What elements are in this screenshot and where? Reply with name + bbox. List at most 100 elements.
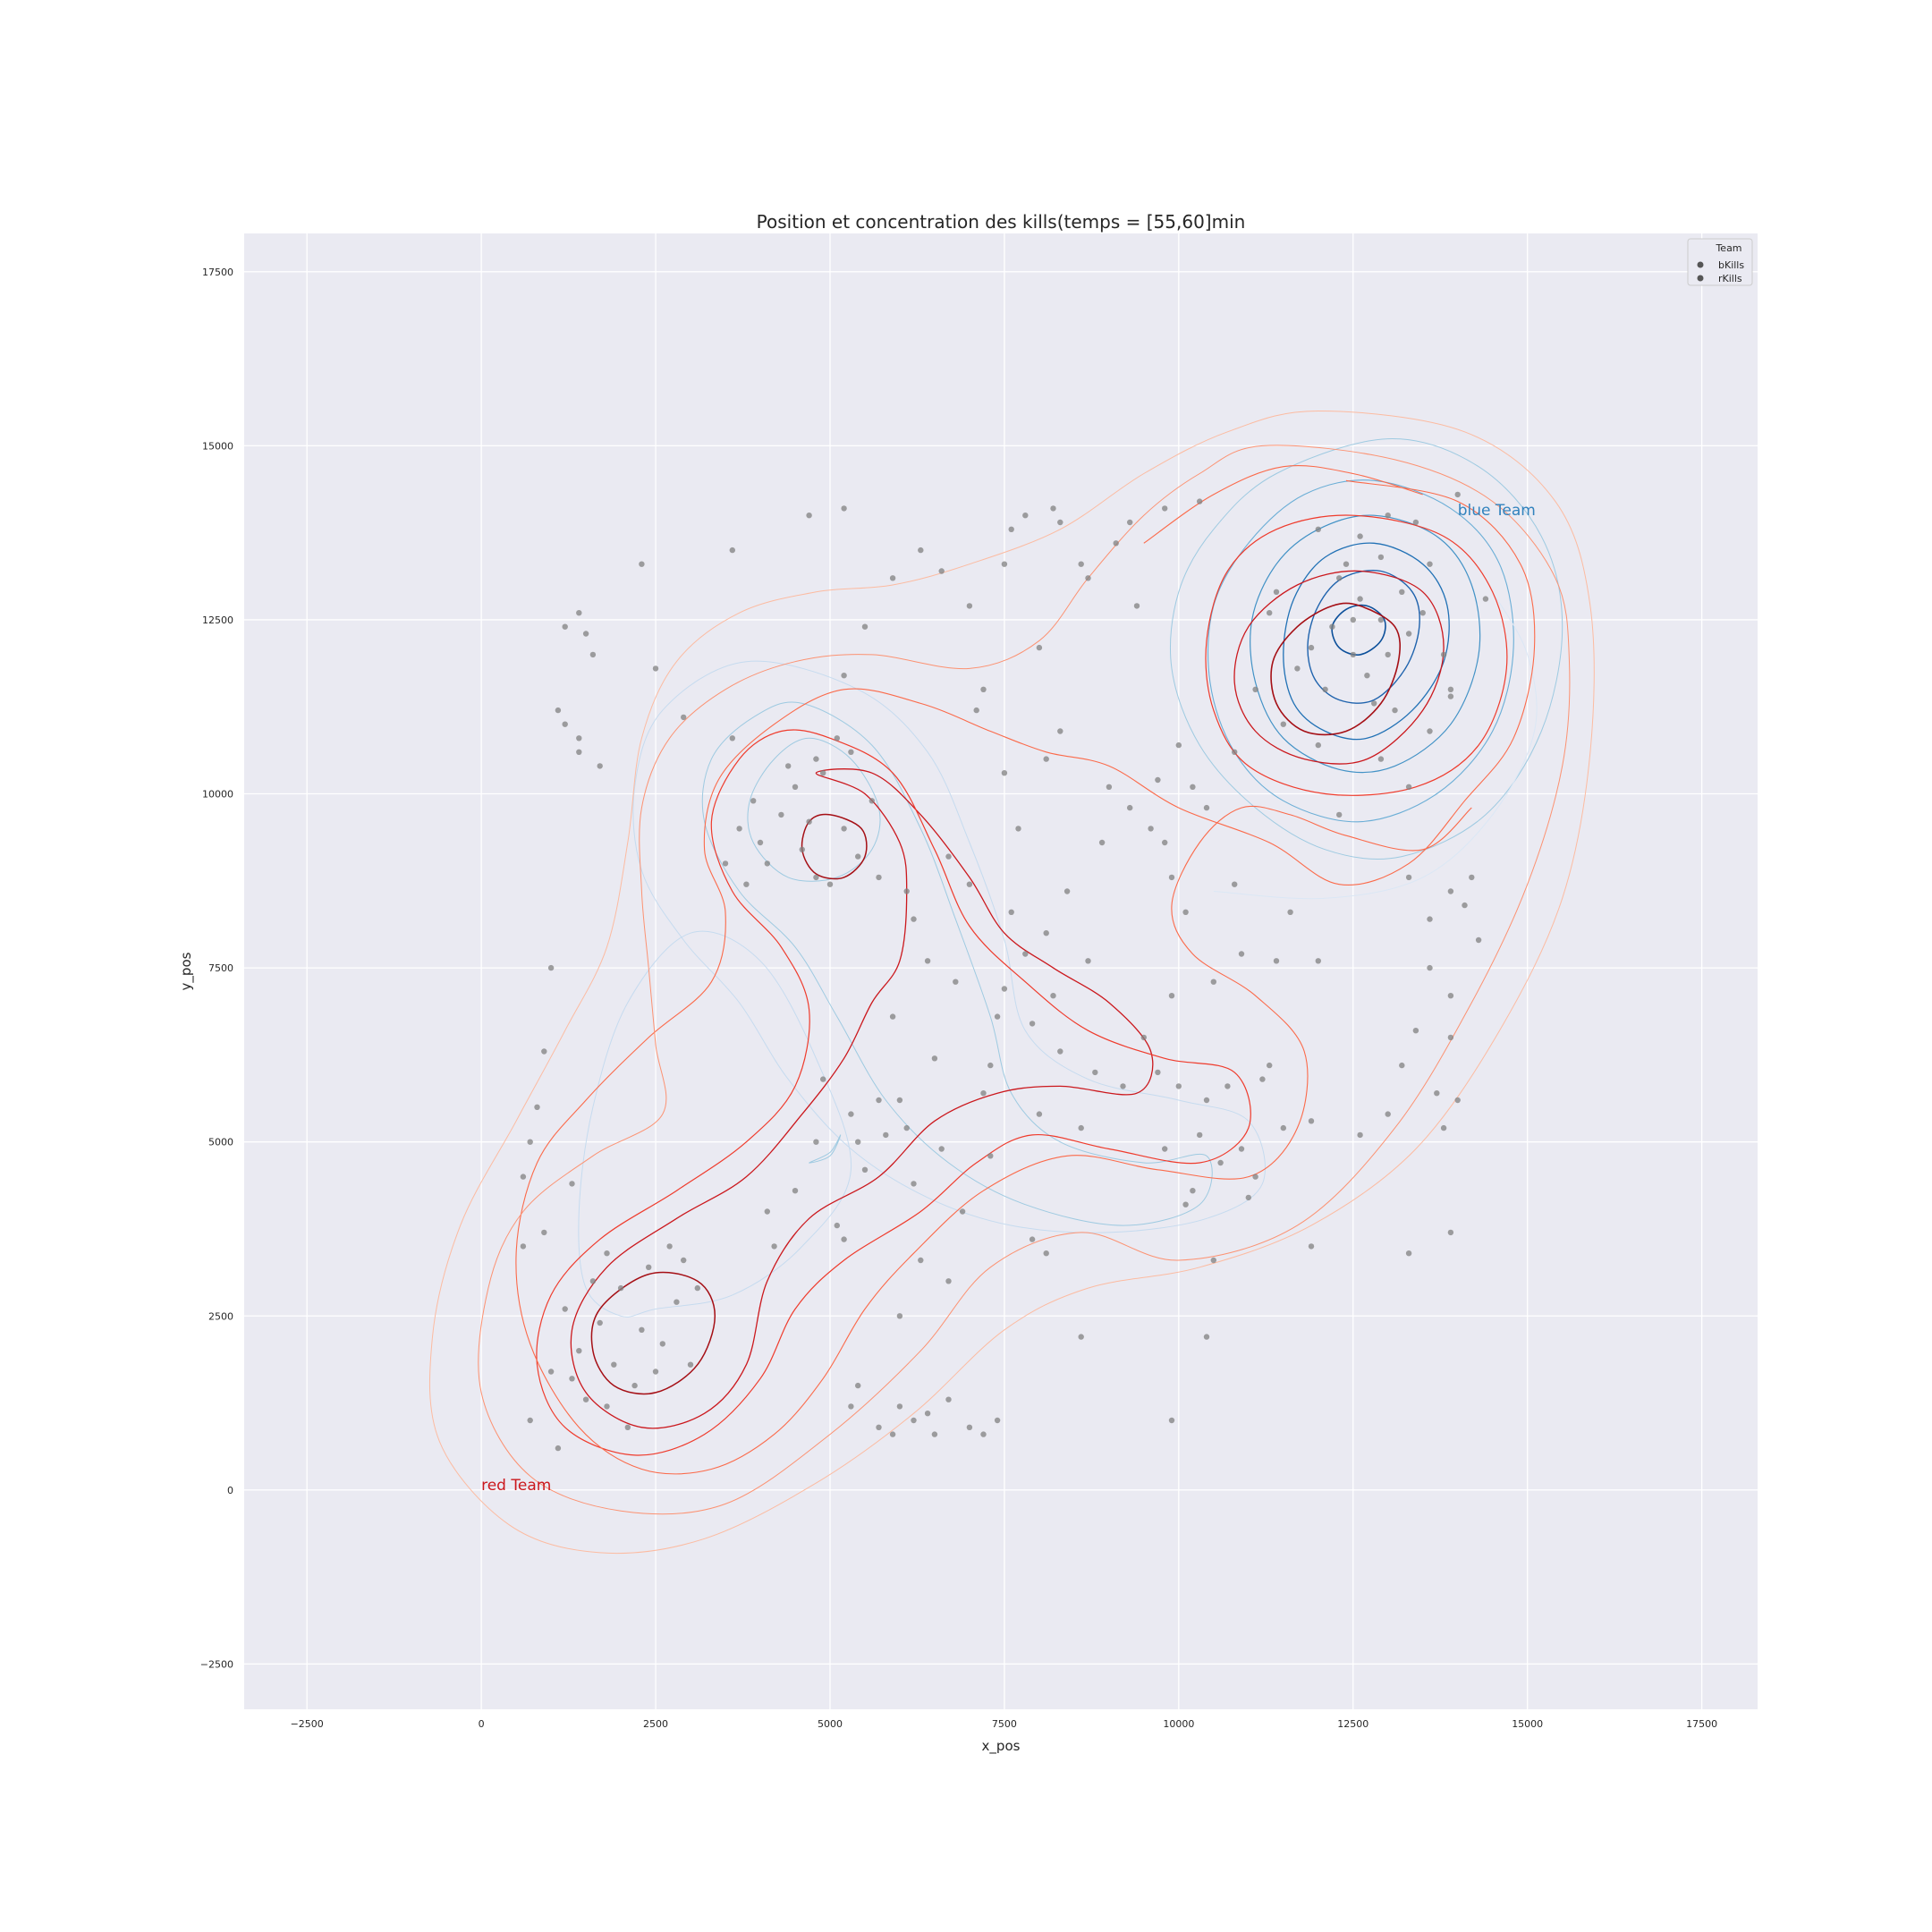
kill-point	[820, 1076, 826, 1082]
x-tick-label: 0	[479, 1718, 485, 1730]
kill-points	[520, 491, 1489, 1452]
kill-point	[576, 1348, 582, 1354]
kill-point	[1308, 1243, 1315, 1250]
kill-point	[659, 1341, 665, 1347]
kill-point	[1057, 1048, 1063, 1055]
kill-point	[911, 1181, 917, 1187]
kill-point	[1238, 951, 1245, 957]
kill-point	[589, 1278, 597, 1284]
kill-point	[1050, 993, 1056, 999]
kill-point	[1043, 1250, 1049, 1257]
kill-point	[1113, 540, 1119, 547]
kill-point	[924, 1411, 931, 1417]
blue-contour-line	[1307, 570, 1420, 704]
kill-point	[1036, 644, 1043, 651]
kill-point	[1252, 686, 1258, 692]
red-contour-line	[515, 479, 1536, 1475]
kill-point	[1419, 610, 1426, 616]
kill-point	[520, 1243, 527, 1250]
kill-point	[1022, 951, 1029, 957]
grid-lines	[244, 233, 1758, 1709]
kill-point	[617, 1284, 624, 1292]
kill-point	[1210, 1257, 1217, 1264]
kill-point	[1008, 909, 1014, 915]
kill-point	[1357, 596, 1363, 602]
kill-point	[589, 651, 597, 658]
kill-point	[1078, 561, 1084, 567]
legend-label-rkills: rKills	[1718, 273, 1742, 284]
y-tick-label: 7500	[208, 962, 233, 974]
kill-point	[639, 561, 645, 567]
kill-point	[841, 505, 847, 512]
kill-point	[896, 1097, 903, 1104]
kill-point	[1280, 721, 1287, 727]
y-tick-label: 2500	[208, 1310, 233, 1322]
kill-point	[1127, 804, 1133, 811]
kill-point	[924, 958, 931, 964]
kill-point	[1447, 686, 1454, 692]
blue-team-density-contours	[578, 438, 1563, 1318]
blue-contour-line	[747, 737, 881, 882]
x-tick-label: 12500	[1337, 1718, 1368, 1730]
red-contour-line	[1270, 602, 1402, 736]
kill-point	[1057, 728, 1063, 734]
kill-point	[1001, 770, 1008, 776]
kill-point	[1280, 1124, 1287, 1131]
blue-contour-line	[1207, 479, 1514, 823]
kill-point	[799, 846, 805, 852]
x-tick-label: 5000	[818, 1718, 843, 1730]
kill-point	[652, 1368, 659, 1375]
kill-point	[883, 1131, 889, 1139]
kill-point	[903, 888, 910, 894]
kill-point	[1454, 491, 1461, 498]
kill-point	[1008, 526, 1014, 532]
kill-point	[576, 749, 582, 755]
y-tick-label: −2500	[200, 1658, 233, 1670]
kill-point	[1015, 826, 1021, 832]
kill-point	[994, 1417, 1001, 1424]
kill-point	[1371, 700, 1377, 707]
kill-point	[1315, 741, 1322, 749]
kill-point	[1043, 756, 1049, 762]
kill-point	[1182, 1201, 1189, 1208]
kill-point	[1022, 513, 1029, 519]
kill-point	[1085, 575, 1091, 581]
kill-point	[1232, 749, 1238, 755]
blue-contour-line	[1169, 438, 1563, 860]
kill-point	[966, 881, 973, 887]
kill-point	[1315, 526, 1322, 532]
red-contour-line	[1233, 570, 1445, 765]
kill-point	[980, 1431, 987, 1437]
red-contour-line	[536, 729, 1251, 1456]
kill-point	[855, 1382, 861, 1389]
kill-point	[1036, 1111, 1043, 1117]
kill-point	[1427, 728, 1433, 734]
kill-point	[945, 1278, 952, 1284]
kill-point	[792, 1188, 799, 1194]
kill-point	[1203, 1334, 1210, 1340]
kill-point	[987, 1153, 994, 1159]
kill-point	[889, 575, 896, 581]
x-tick-label: 10000	[1163, 1718, 1194, 1730]
kill-point	[1357, 1131, 1363, 1139]
kill-point	[938, 1146, 945, 1152]
x-tick-label: 2500	[643, 1718, 668, 1730]
x-tick-label: 7500	[992, 1718, 1017, 1730]
x-tick-label: 15000	[1512, 1718, 1543, 1730]
kill-point	[1210, 979, 1217, 985]
tick-labels: −2500 0 2500 5000 7500 10000 12500 15000 17500 −2…	[200, 267, 1717, 1730]
kill-point	[1377, 756, 1385, 762]
kill-point	[1447, 693, 1454, 699]
kill-point	[966, 603, 973, 609]
kill-point	[1127, 519, 1133, 526]
kill-point	[1427, 964, 1433, 971]
red-contour-line	[478, 445, 1571, 1515]
kill-point	[1267, 610, 1273, 616]
kill-point	[1197, 498, 1203, 504]
kill-point	[1140, 1034, 1148, 1041]
red-contour-line	[590, 1271, 716, 1395]
kill-point	[674, 1299, 680, 1305]
kill-point	[1405, 874, 1412, 881]
x-tick-label: 17500	[1686, 1718, 1717, 1730]
blue-contour-line	[632, 660, 1266, 1233]
